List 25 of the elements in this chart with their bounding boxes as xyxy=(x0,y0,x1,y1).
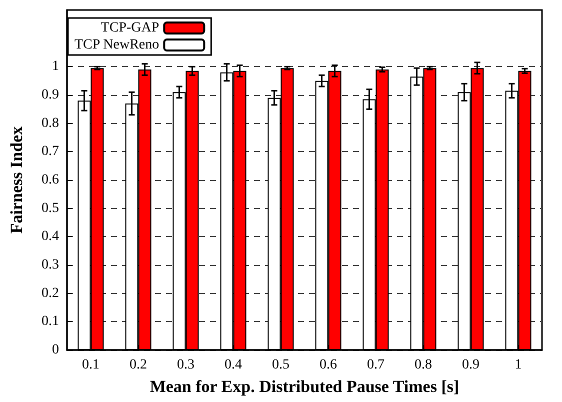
x-tick-label: 0.4 xyxy=(224,358,242,372)
y-axis-title: Fairness Index xyxy=(7,126,26,234)
x-axis-title: Mean for Exp. Distributed Pause Times [s] xyxy=(150,377,460,396)
y-tick-label: 0.6 xyxy=(42,172,59,188)
y-tick-label: 0.7 xyxy=(42,144,59,160)
x-tick-label: 0.7 xyxy=(367,358,384,372)
y-tick-label: 1 xyxy=(52,59,59,74)
x-tick-label: 0.8 xyxy=(414,358,432,372)
x-tick-label: 0.1 xyxy=(82,358,100,372)
y-tick-label: 0.1 xyxy=(42,314,59,330)
legend-label: TCP-GAP xyxy=(100,20,160,36)
x-tick-label: 0.2 xyxy=(130,358,147,372)
y-tick-label: 0.4 xyxy=(42,229,59,244)
y-tick-label: 0.3 xyxy=(42,258,59,272)
y-tick-label: 0.9 xyxy=(42,88,59,102)
legend-label: TCP NewReno xyxy=(74,38,160,52)
x-tick-label: 0.3 xyxy=(177,358,194,372)
x-tick-label: 0.9 xyxy=(462,358,480,372)
x-tick-label: 0.5 xyxy=(272,358,290,372)
y-tick-label: 0.5 xyxy=(42,200,59,216)
y-tick-label: 0.2 xyxy=(42,286,59,301)
y-tick-label: 0 xyxy=(52,342,59,358)
y-tick-label: 0.8 xyxy=(42,116,59,131)
x-tick-label: 1 xyxy=(514,358,522,372)
x-tick-label: 0.6 xyxy=(320,358,337,372)
